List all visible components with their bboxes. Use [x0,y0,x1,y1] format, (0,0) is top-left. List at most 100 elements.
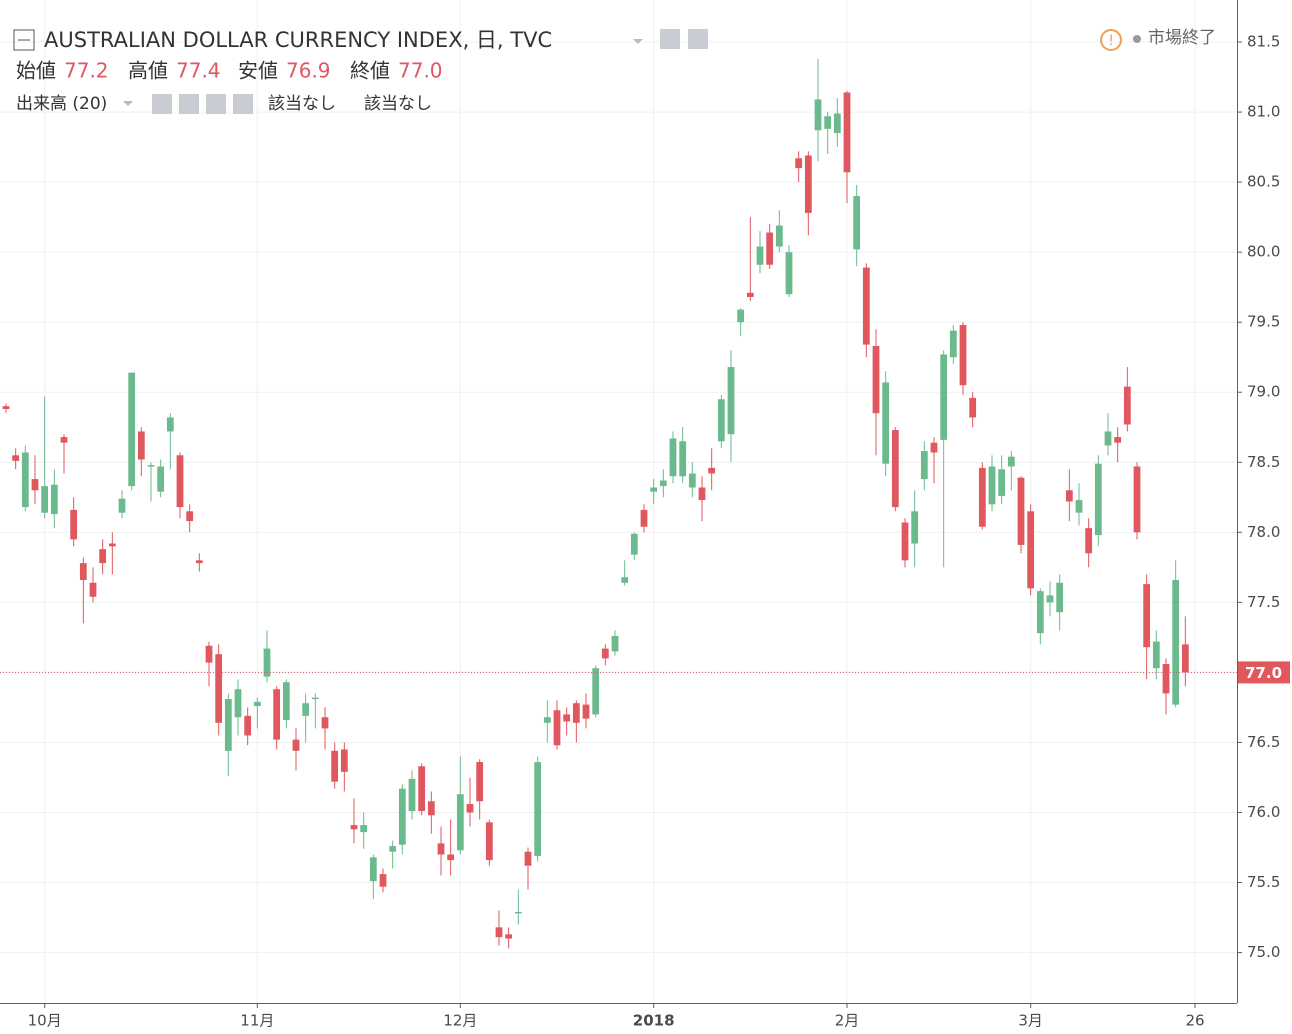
candle-body [157,466,165,492]
candle-body [302,703,310,716]
candle-body [650,487,658,492]
candle-body [447,854,455,861]
candle-body [553,710,561,746]
candle-body [427,801,435,816]
market-status: 市場終了 [1148,28,1216,48]
x-tick-label: 10月 [28,1012,62,1030]
candle-body [746,292,754,297]
candle-body [988,466,996,505]
settings-button[interactable] [179,94,199,114]
candle-body [872,346,880,414]
candle-body [611,635,619,652]
candle-body [41,486,49,513]
hide-button[interactable] [152,94,172,114]
candle-body [959,324,967,386]
collapse-button[interactable] [13,29,35,51]
candle-body [99,549,107,564]
candle-body [215,654,223,723]
candle-body [321,717,329,729]
candle-body [717,399,725,442]
candle-body [70,509,78,540]
y-tick-label: 81.0 [1247,103,1280,121]
candle-body [389,846,397,852]
y-tick-label: 75.0 [1247,943,1280,961]
candle-body [1056,582,1064,613]
candle-body [186,511,194,522]
candle-body [688,473,696,488]
candle-body [1143,584,1151,648]
candle-body [495,927,503,938]
y-tick-label: 78.0 [1247,523,1280,541]
candle-body [949,330,957,358]
candle-body [659,480,667,487]
candle-body [292,739,300,751]
candle-body [727,367,735,435]
candle-body [843,92,851,173]
candle-body [1036,591,1044,634]
candle-body [1133,466,1141,533]
candle-body [89,582,97,597]
add-button[interactable] [206,94,226,114]
candle-body [1172,579,1180,705]
candle-body [592,668,600,715]
candle-body [79,563,87,580]
candle-body [398,788,406,845]
x-tick-label: 3月 [1018,1012,1043,1030]
y-tick-label: 80.5 [1247,173,1280,191]
x-tick-label: 11月 [240,1012,274,1030]
candle-body [369,857,377,882]
candle-body [147,465,155,467]
candle-body [31,479,39,491]
dropdown-icon[interactable] [633,39,643,44]
candle-body [118,498,126,513]
candle-body [1104,431,1112,446]
candle-body [621,577,629,583]
candle-body [998,469,1006,496]
candle-body [795,158,803,169]
candle-body [824,116,832,129]
x-tick-label: 26 [1185,1012,1204,1030]
candle-body [379,874,387,887]
status-dot [1133,35,1141,43]
candle-body [1114,437,1122,443]
candle-body [234,689,242,718]
candle-body [514,911,522,914]
candle-body [804,155,812,213]
y-tick-label: 81.5 [1247,33,1280,51]
y-tick-label: 76.0 [1247,803,1280,821]
candle-body [224,699,232,751]
candle-body [108,543,116,547]
high-value: 77.4 [176,59,221,83]
x-tick-label: 2018 [633,1012,675,1030]
candle-body [1181,644,1189,673]
remove-button[interactable] [233,94,253,114]
close-value: 77.0 [398,59,443,83]
y-tick-label: 78.5 [1247,453,1280,471]
candle-body [2,406,10,410]
y-tick-label: 75.5 [1247,873,1280,891]
low-label: 安値 [238,59,278,83]
candle-body [350,825,358,830]
volume-label: 出来高 (20) [16,94,107,114]
dropdown-icon[interactable] [123,101,133,106]
candle-body [1027,511,1035,589]
warning-icon[interactable] [1100,29,1122,51]
candle-body [128,372,136,487]
candle-body [331,750,339,782]
candle-body [891,430,899,508]
y-tick-label: 80.0 [1247,243,1280,261]
candle-body [930,442,938,453]
candle-body [505,934,513,939]
candle-body [195,560,203,564]
candle-body [978,467,986,527]
candle-body [853,196,861,250]
hide-button[interactable] [660,29,680,49]
candle-body [466,804,474,813]
candle-body [862,267,870,345]
candle-body [1152,641,1160,669]
candle-body [176,455,184,508]
candle-body [1075,500,1083,513]
settings-button[interactable] [688,29,708,49]
candle-body [437,843,445,855]
candle-body [273,689,281,740]
